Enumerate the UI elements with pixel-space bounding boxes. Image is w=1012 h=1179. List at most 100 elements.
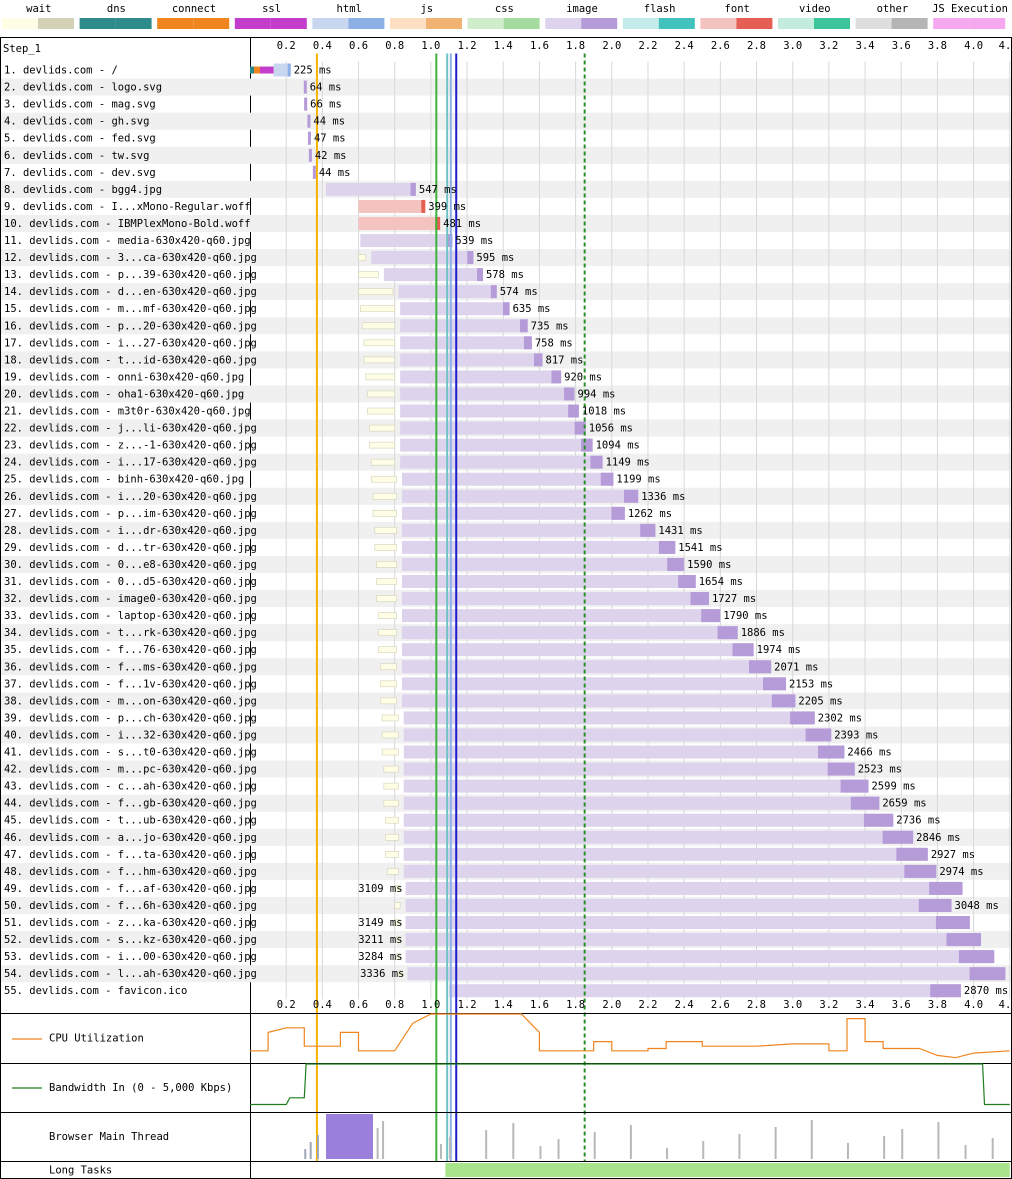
main-thread-spike [937, 1122, 940, 1159]
legend-label-11: other [877, 3, 909, 15]
main-thread-spike [629, 1125, 632, 1159]
request-label: 32. devlids.com - image0-630x420-q60.jpg [4, 593, 257, 605]
request-label: 26. devlids.com - i...20-630x420-q60.jpg [4, 491, 257, 503]
wait-bar [379, 680, 397, 688]
wait-bar [381, 731, 399, 739]
legend-swatch-light-2 [157, 18, 194, 29]
legend-swatch-dark-6 [503, 18, 540, 29]
request-duration-label: 2974 ms [939, 866, 983, 878]
request-label: 15. devlids.com - m...mf-630x420-q60.jpg [4, 303, 257, 315]
bottom-axis: 0.2 0.4 0.6 0.8 1.0 1.2 1.4 1.6 1.8 2.0 2.2 2.4 2.6 2… [277, 999, 1012, 1011]
request-bar-download [658, 540, 676, 554]
request-bar-ttfb [403, 762, 855, 776]
request-duration-label: 1018 ms [582, 406, 626, 418]
request-bar-ttfb [403, 864, 937, 878]
request-bar-download [882, 830, 914, 844]
request-label: 17. devlids.com - i...27-630x420-q60.jpg [4, 337, 257, 349]
main-thread-spike [539, 1146, 542, 1159]
legend-label-7: image [566, 3, 598, 15]
wait-bar [376, 561, 397, 568]
request-bar-ttfb [401, 575, 696, 589]
bottom-axis-tick: 3.6 [892, 999, 911, 1011]
main-thread-spike [883, 1136, 886, 1159]
main-thread-spike [901, 1129, 904, 1159]
request-bar-download [749, 660, 772, 674]
bottom-axis-tick: 1.4 [494, 999, 513, 1011]
request-bar-download [969, 967, 1006, 981]
request-duration-label: 225 ms [294, 65, 332, 77]
legend-swatch-dark-5 [426, 18, 462, 29]
cpu-line [250, 1013, 1010, 1059]
request-duration-label: 547 ms [419, 184, 457, 196]
request-duration-label: 3149 ms [358, 917, 402, 929]
legend-swatch-dark-9 [736, 18, 773, 29]
request-bar-ttfb [400, 370, 562, 384]
wait-bar [387, 868, 399, 875]
request-duration-label: 1541 ms [678, 542, 722, 554]
wait-bar [385, 816, 399, 824]
request-bar-ttfb [401, 523, 656, 537]
request-duration-label: 539 ms [455, 235, 493, 247]
request-bar-download [678, 575, 696, 589]
main-thread-spike [991, 1138, 994, 1159]
request-bar-download [771, 694, 796, 708]
main-thread-spike [309, 1142, 312, 1159]
request-duration-label: 1654 ms [699, 576, 743, 588]
request-bar-download [930, 984, 961, 998]
request-duration-label: 64 ms [310, 82, 342, 94]
long-task-block [445, 1163, 1010, 1177]
request-duration-label: 635 ms [513, 303, 551, 315]
legend-swatch-dark-2 [193, 18, 230, 29]
request-label: 22. devlids.com - j...li-630x420-q60.jpg [4, 423, 257, 435]
request-bar-download [840, 779, 869, 793]
wait-bar [370, 458, 396, 466]
request-bar-download [581, 438, 593, 452]
request-bar-download [410, 182, 416, 196]
request-label: 23. devlids.com - z...-1-630x420-q60.jpg [4, 440, 257, 452]
request-bar-ttfb [400, 336, 532, 350]
top-axis-tick: 2.4 [675, 40, 694, 52]
request-bar-ttfb [360, 234, 453, 248]
request-labels: 1. devlids.com - / 225 ms 2. devlids.com -… [4, 65, 1008, 998]
request-duration-label: 2870 ms [964, 985, 1008, 997]
legend-label-9: font [725, 3, 750, 15]
wait-bar [398, 970, 403, 977]
request-bar-download [312, 165, 316, 179]
main-thread-spike [738, 1134, 741, 1159]
legend-swatch-light-8 [622, 18, 659, 29]
request-bar-download [896, 847, 928, 861]
request-bar-download [827, 762, 855, 776]
wait-bar [378, 629, 397, 636]
request-bar-ttfb [401, 677, 787, 691]
bottom-axis-tick: 3.2 [819, 999, 838, 1011]
legend-label-0: wait [26, 3, 51, 15]
request-bar-ttfb [401, 506, 625, 520]
top-axis-tick: 2.0 [602, 40, 621, 52]
request-label: 47. devlids.com - f...ta-630x420-q60.jpg [4, 849, 257, 861]
request-bar-download [564, 387, 575, 401]
request-label: 14. devlids.com - d...en-630x420-q60.jpg [4, 286, 257, 298]
wait-bar [363, 339, 396, 347]
request-duration-label: 1727 ms [712, 593, 756, 605]
request-bar-ttfb [405, 933, 982, 947]
request-bar-download [304, 97, 308, 111]
wait-bar [376, 578, 397, 585]
top-axis-tick: 1.6 [530, 40, 549, 52]
panel-label-main_thread: Browser Main Thread [49, 1131, 169, 1143]
request-bar-download [946, 933, 982, 947]
legend-swatch-dark-1 [115, 18, 152, 29]
wait-bar [383, 782, 399, 790]
row-background [1, 249, 1011, 267]
request-bar-ttfb [405, 916, 970, 930]
panel-label-cpu: CPU Utilization [49, 1033, 144, 1045]
request-duration-label: 1336 ms [641, 491, 685, 503]
legend-label-4: html [337, 3, 362, 15]
legend-swatch-light-11 [855, 18, 892, 29]
request-duration-label: 758 ms [535, 337, 573, 349]
request-duration-label: 1262 ms [628, 508, 672, 520]
request-bar-download [568, 404, 579, 418]
main-thread-spike [512, 1123, 515, 1159]
request-bar-ttfb [403, 847, 928, 861]
request-bar-ttfb [400, 387, 575, 401]
request-bar-ttfb [401, 489, 639, 503]
